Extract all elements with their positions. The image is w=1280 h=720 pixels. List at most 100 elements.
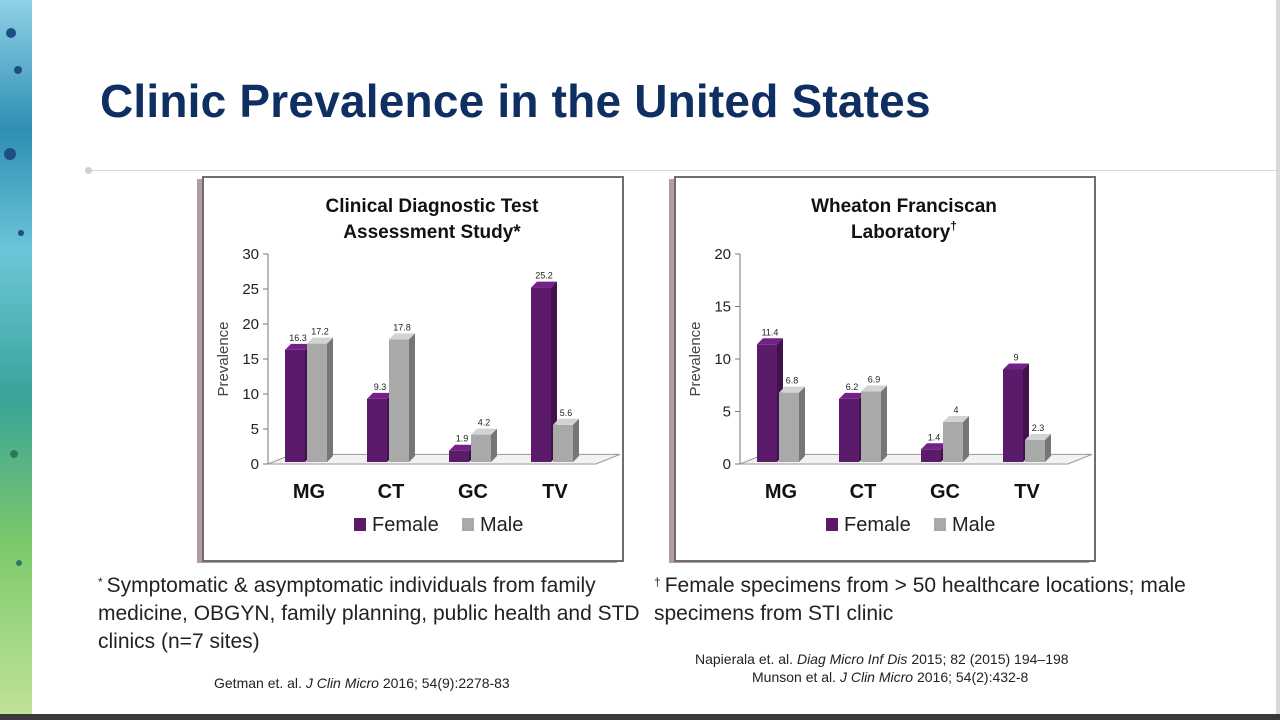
bar-side	[551, 281, 557, 462]
x-category-label: TV	[1014, 481, 1040, 503]
bar-value-label: 4.2	[478, 418, 491, 428]
bar-male-ct	[861, 385, 887, 462]
bar-front	[553, 424, 573, 462]
citation-getman-journal: J Clin Micro	[305, 675, 379, 691]
divider-dot	[85, 167, 92, 174]
bar-value-label: 9.3	[374, 382, 387, 392]
y-tick-label: 15	[714, 299, 731, 316]
x-category-label: GC	[930, 481, 960, 503]
footnote-left: * Symptomatic & asymptomatic individuals …	[98, 568, 658, 656]
bar-top	[531, 281, 557, 288]
bar-value-label: 6.9	[868, 375, 881, 385]
bar-value-label: 1.4	[928, 432, 941, 442]
bar-front	[307, 343, 327, 462]
bar-value-label: 4	[953, 405, 958, 415]
bar-front	[921, 449, 941, 462]
y-tick-label: 30	[242, 246, 259, 263]
bar-top	[757, 338, 783, 345]
bar-value-label: 25.2	[535, 271, 553, 281]
y-tick-label: 5	[723, 404, 731, 421]
decorative-side-strip	[0, 0, 32, 720]
footnote-right-mark: †	[654, 575, 661, 589]
bar-value-label: 6.8	[786, 376, 799, 386]
bar-value-label: 2.3	[1032, 423, 1045, 433]
chart-clinical-diagnostic: Clinical Diagnostic Test Assessment Study…	[215, 196, 621, 536]
bar-top	[779, 386, 805, 393]
citation-munson-details: 2016; 54(2):432-8	[916, 669, 1029, 685]
chart-title-line-2: Laboratory†	[851, 219, 957, 243]
bar-value-label: 17.8	[393, 322, 411, 332]
bar-front	[367, 398, 387, 462]
bar-top	[1003, 363, 1029, 370]
citation-napierala-authors: Napierala et. al.	[695, 651, 794, 667]
y-tick-label: 10	[714, 351, 731, 368]
bar-top	[943, 416, 969, 422]
citation-napierala-details: 2015; 82 (2015) 194–198	[911, 651, 1069, 667]
legend-swatch-male	[934, 518, 946, 531]
legend-label-female: Female	[372, 514, 439, 536]
bar-front	[285, 349, 305, 462]
footnote-left-text: Symptomatic & asymptomatic individuals f…	[98, 574, 640, 653]
chart-panel-clinical-diagnostic: Clinical Diagnostic Test Assessment Study…	[202, 176, 624, 562]
chart-panel-wheaton-franciscan: Wheaton Franciscan Laboratory† 0 5 10 15 20 Pre…	[674, 176, 1096, 562]
bar-value-label: 5.6	[560, 408, 573, 418]
citation-getman-authors: Getman et. al.	[214, 675, 302, 691]
bar-front	[839, 398, 859, 462]
bar-female-tv	[531, 281, 557, 462]
y-axis-label: Prevalence	[687, 321, 704, 396]
bar-front	[861, 391, 881, 462]
x-category-label: TV	[542, 481, 568, 503]
bar-male-ct	[389, 333, 415, 462]
footnote-right-text: Female specimens from > 50 healthcare lo…	[654, 574, 1186, 625]
legend-swatch-female	[826, 518, 838, 531]
bar-side	[409, 333, 415, 462]
y-tick-label: 20	[714, 246, 731, 263]
citation-munson-journal: J Clin Micro	[839, 669, 914, 685]
bar-front	[1003, 369, 1023, 462]
footnote-left-mark: *	[98, 575, 103, 589]
bar-side	[1045, 433, 1051, 462]
y-tick-label: 5	[251, 421, 259, 438]
bar-side	[881, 385, 887, 462]
bar-side	[327, 337, 333, 462]
legend-label-male: Male	[952, 514, 995, 536]
bar-top	[471, 428, 497, 435]
bar-top	[861, 385, 887, 392]
bar-front	[943, 422, 963, 462]
y-tick-label: 0	[723, 456, 731, 473]
bar-front	[449, 450, 469, 462]
y-tick-label: 25	[242, 281, 259, 298]
chart-title-line-1: Wheaton Franciscan	[811, 196, 997, 217]
bar-front	[389, 339, 409, 462]
bar-front	[757, 344, 777, 462]
legend-swatch-male	[462, 518, 474, 531]
y-tick-label: 20	[242, 316, 259, 333]
bar-top	[921, 443, 947, 450]
bar-value-label: 16.3	[289, 333, 307, 343]
bar-value-label: 17.2	[311, 327, 329, 337]
y-tick-label: 15	[242, 351, 259, 368]
bar-side	[491, 428, 497, 462]
bar-male-mg	[779, 386, 805, 462]
x-category-label: CT	[850, 481, 877, 503]
footnote-right: † Female specimens from > 50 healthcare l…	[654, 568, 1214, 628]
bar-side	[963, 416, 969, 462]
bar-side	[573, 418, 579, 462]
bar-value-label: 11.4	[762, 327, 779, 337]
bar-front	[471, 434, 491, 462]
bar-top	[307, 337, 333, 344]
x-category-label: GC	[458, 481, 488, 503]
bar-front	[531, 287, 551, 462]
bar-top	[389, 333, 415, 340]
bar-top	[1025, 433, 1051, 440]
title-divider	[88, 170, 1280, 171]
bar-value-label: 6.2	[846, 382, 859, 392]
bar-value-label: 9	[1013, 353, 1018, 363]
x-category-label: MG	[293, 481, 325, 503]
y-axis-label: Prevalence	[215, 321, 232, 396]
bar-male-gc	[471, 428, 497, 462]
citation-getman-details: 2016; 54(9):2278-83	[382, 675, 510, 691]
citation-getman: Getman et. al. J Clin Micro 2016; 54(9):…	[214, 675, 510, 691]
legend-swatch-female	[354, 518, 366, 531]
bar-top	[285, 343, 311, 350]
